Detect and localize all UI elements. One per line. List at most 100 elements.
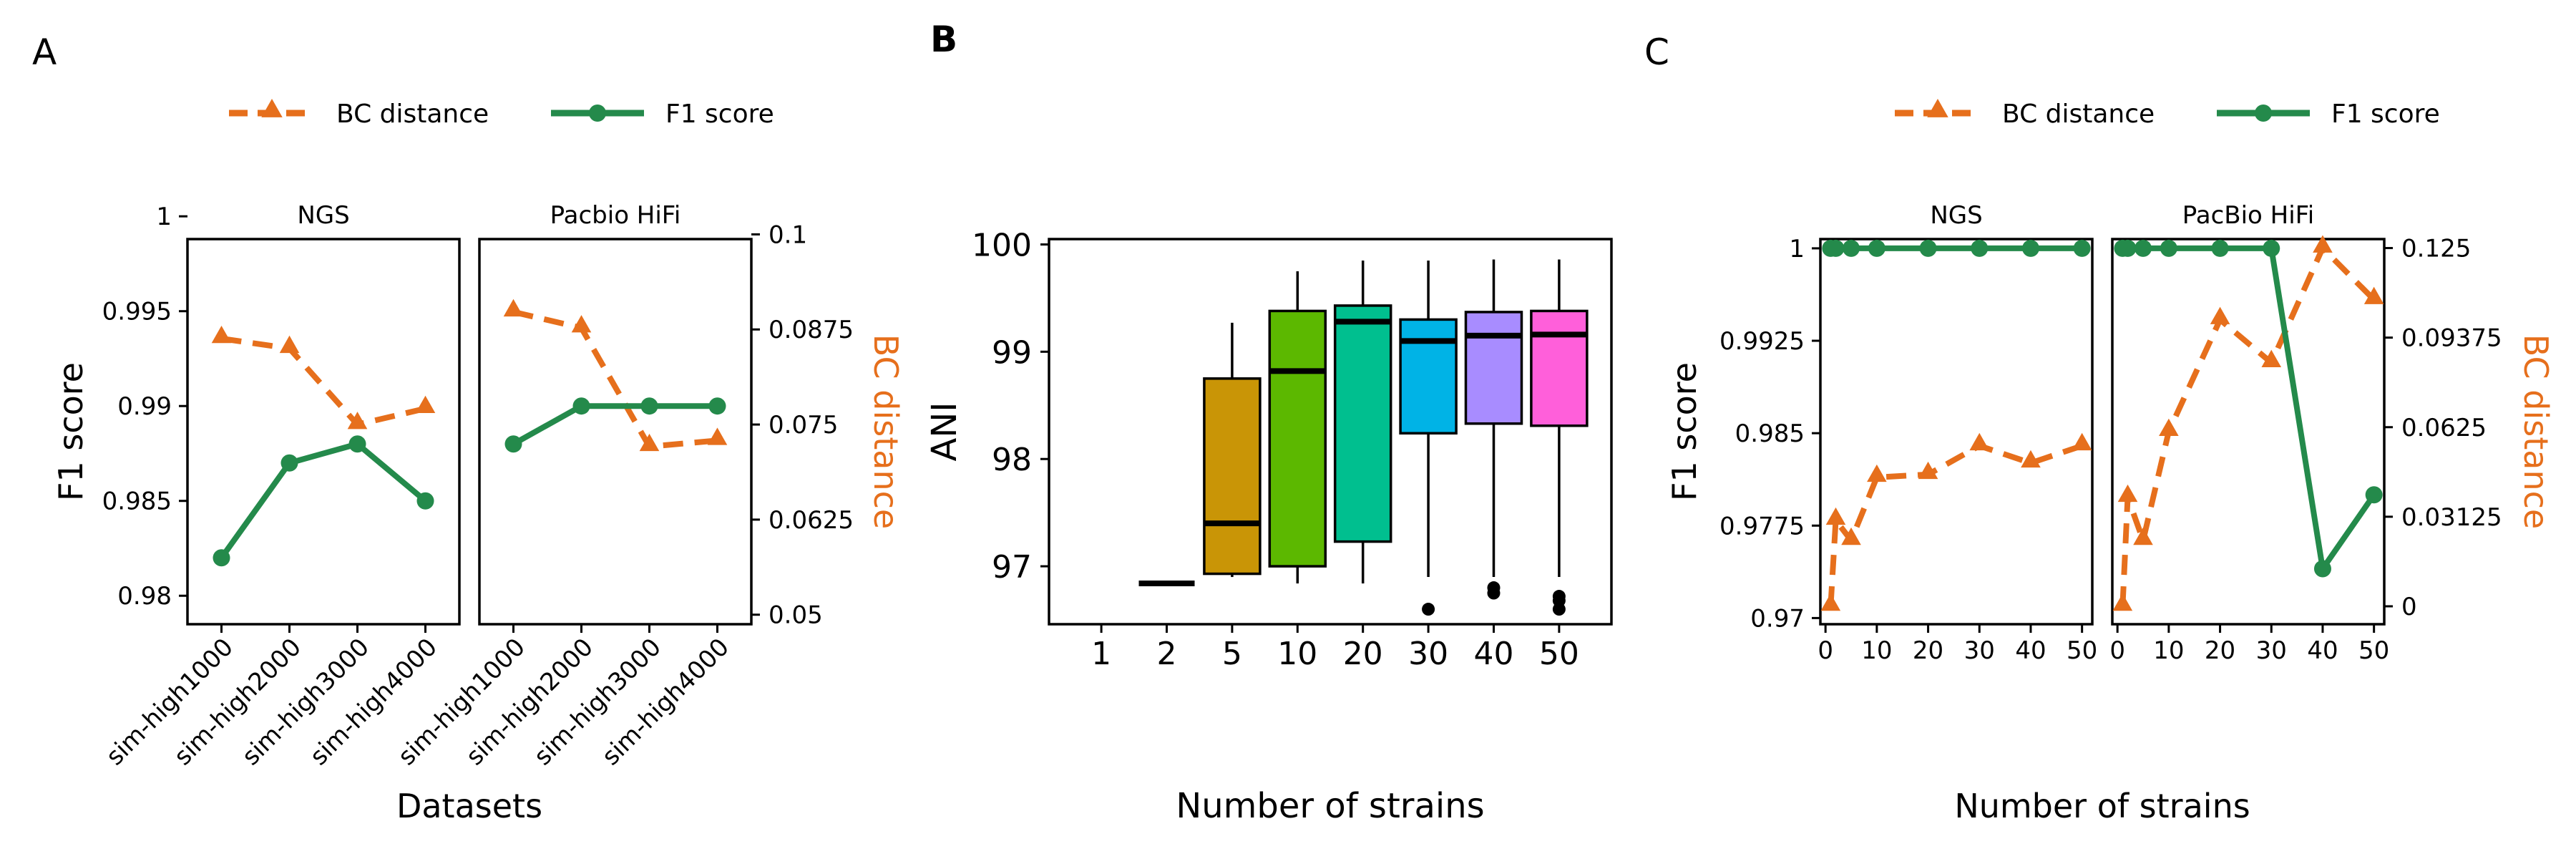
facet-title: NGS xyxy=(1930,201,1982,230)
x-tick-label: 50 xyxy=(2067,636,2097,665)
y-right-tick-label: 0.0625 xyxy=(2401,414,2487,442)
data-point xyxy=(2263,239,2280,257)
legend-key-f1-marker xyxy=(2255,105,2272,122)
data-point xyxy=(1827,239,1845,257)
y-right-axis-title: BC distance xyxy=(867,334,905,529)
y-tick-label: 0.985 xyxy=(1735,419,1805,448)
x-axis-title: Number of strains xyxy=(1954,787,2250,825)
data-point xyxy=(1867,464,1887,482)
box-5 xyxy=(1203,322,1262,578)
facet-ngs: NGS 0 10 20 30 40 50 xyxy=(1818,201,2097,665)
legend-key-bc-marker xyxy=(261,99,283,117)
facet-pacbio-hifi: Pacbio HiFisim-high1000sim-high2000sim-h… xyxy=(393,201,753,771)
data-point xyxy=(504,435,522,453)
data-point xyxy=(1919,239,1937,257)
legend-key-f1-marker xyxy=(589,105,606,122)
data-point xyxy=(1868,239,1885,257)
box-body xyxy=(1399,318,1458,435)
legend-label-f1: F1 score xyxy=(2331,100,2440,129)
series-line xyxy=(219,441,428,560)
data-point xyxy=(416,492,434,510)
series-f1-score xyxy=(1822,239,2091,257)
data-point xyxy=(211,325,232,344)
y-right-tick-label: 0 xyxy=(2401,593,2417,621)
data-point xyxy=(503,299,524,317)
data-point xyxy=(415,395,436,414)
series-line xyxy=(512,403,718,447)
panel-label: C xyxy=(1644,31,1669,73)
box-body xyxy=(1333,304,1392,543)
y-right-tick-label: 0.1 xyxy=(769,220,807,249)
data-point xyxy=(639,433,660,452)
data-point xyxy=(1969,432,1990,451)
panel-B: B 97 98 99 100 1 2 5 10 20 30 40 50 ANI Number of stra… xyxy=(924,19,1613,826)
x-axis-title: Datasets xyxy=(396,787,542,825)
x-tick-label: 50 xyxy=(1539,636,1579,672)
y-axis-title: F1 score xyxy=(1665,362,1704,501)
legend-label-f1: F1 score xyxy=(665,100,774,129)
facet-title: NGS xyxy=(297,201,349,230)
facet-frame xyxy=(2111,238,2386,626)
box-body xyxy=(1530,309,1589,427)
x-tick-label: 50 xyxy=(2358,636,2389,665)
x-tick-label: 40 xyxy=(1473,636,1513,672)
data-point xyxy=(2159,418,2179,437)
data-point xyxy=(2133,527,2153,545)
y-tick-label: 100 xyxy=(972,227,1032,263)
y-right-tick-label: 0.05 xyxy=(769,601,823,630)
x-tick-label: 2 xyxy=(1157,636,1177,672)
data-point xyxy=(348,435,366,453)
box-body xyxy=(1203,377,1262,576)
y-axis-title: F1 score xyxy=(52,362,90,501)
y-right-tick-label: 0.075 xyxy=(769,411,838,440)
data-point xyxy=(2021,450,2041,468)
y-right-tick-label: 0.0625 xyxy=(769,506,854,535)
series-bc-distance xyxy=(211,325,436,430)
data-point xyxy=(2160,239,2177,257)
y-tick-label: 1 xyxy=(1789,235,1805,263)
x-axis-title: Number of strains xyxy=(1176,786,1484,826)
y-right-tick-label: 0.09375 xyxy=(2401,324,2502,353)
x-tick-label: 10 xyxy=(2153,636,2184,665)
data-point xyxy=(1971,239,1989,257)
x-tick-label: 40 xyxy=(2015,636,2046,665)
facet-frame xyxy=(478,238,753,626)
y-tick-label: 0.985 xyxy=(102,487,172,516)
x-tick-label: 5 xyxy=(1222,636,1242,672)
box-outlier xyxy=(1552,603,1566,616)
box-50 xyxy=(1530,259,1589,616)
x-tick-label: 20 xyxy=(1343,636,1383,672)
data-point xyxy=(2363,286,2384,304)
y-tick-label: 1 xyxy=(156,203,172,231)
series-line xyxy=(2122,245,2376,572)
data-point xyxy=(2072,432,2092,451)
x-tick-label: 1 xyxy=(1091,636,1111,672)
series-bc-distance xyxy=(503,299,728,452)
legend-label-bc: BC distance xyxy=(2002,100,2155,129)
series-f1-score xyxy=(504,397,726,453)
data-point xyxy=(1825,507,1846,525)
x-tick-label: 30 xyxy=(1964,636,1995,665)
data-point xyxy=(1918,461,1938,480)
series-line xyxy=(220,336,426,428)
x-tick-label: 30 xyxy=(1408,636,1448,672)
legend-label-bc: BC distance xyxy=(336,100,489,129)
facet-frame xyxy=(186,238,461,626)
data-point xyxy=(2210,306,2230,324)
x-tick-label: 40 xyxy=(2307,636,2338,665)
y-right-axis-title: BC distance xyxy=(2517,334,2555,529)
data-point xyxy=(2135,239,2152,257)
facet-title: Pacbio HiFi xyxy=(550,201,681,230)
plot-frame xyxy=(1048,238,1613,626)
data-point xyxy=(2021,239,2039,257)
x-tick-label: 0 xyxy=(1818,636,1833,665)
y-tick-label: 0.98 xyxy=(117,582,172,611)
series-bc-distance xyxy=(1820,432,2092,611)
box-outlier xyxy=(1422,603,1435,616)
box-body xyxy=(1464,311,1523,425)
data-point xyxy=(280,454,298,472)
x-tick-label: 20 xyxy=(1913,636,1943,665)
data-point xyxy=(213,549,230,567)
